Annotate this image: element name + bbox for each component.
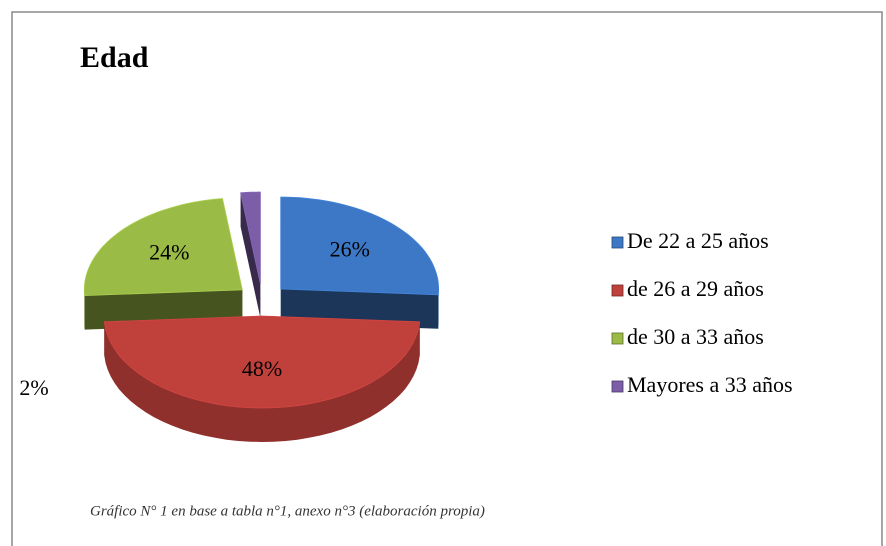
legend-label: De 22 a 25 años	[627, 228, 769, 253]
legend-marker	[611, 380, 624, 393]
pie-slice	[280, 196, 439, 329]
pie-slice	[240, 191, 261, 318]
slice-side	[104, 321, 420, 442]
slice-top	[240, 191, 261, 285]
legend-label: Mayores a 33 años	[627, 372, 793, 397]
chart-title: Edad	[80, 41, 149, 74]
legend-marker	[611, 284, 624, 297]
slice-top	[83, 198, 243, 297]
data-label: 2%	[19, 375, 48, 400]
data-label: 24%	[149, 240, 189, 265]
slice-top	[103, 315, 421, 409]
legend-marker	[611, 332, 624, 345]
chart-caption: Gráfico N° 1 en base a tabla n°1, anexo …	[90, 503, 485, 519]
data-label: 26%	[330, 236, 370, 261]
data-label: 48%	[242, 356, 282, 381]
legend-marker	[611, 236, 624, 249]
slice-top	[280, 196, 439, 296]
chart-frame	[11, 11, 883, 546]
slice-wall	[240, 192, 261, 318]
legend-label: de 26 a 29 años	[627, 276, 764, 301]
legend-label: de 30 a 33 años	[627, 324, 764, 349]
pie-slice	[103, 315, 421, 442]
